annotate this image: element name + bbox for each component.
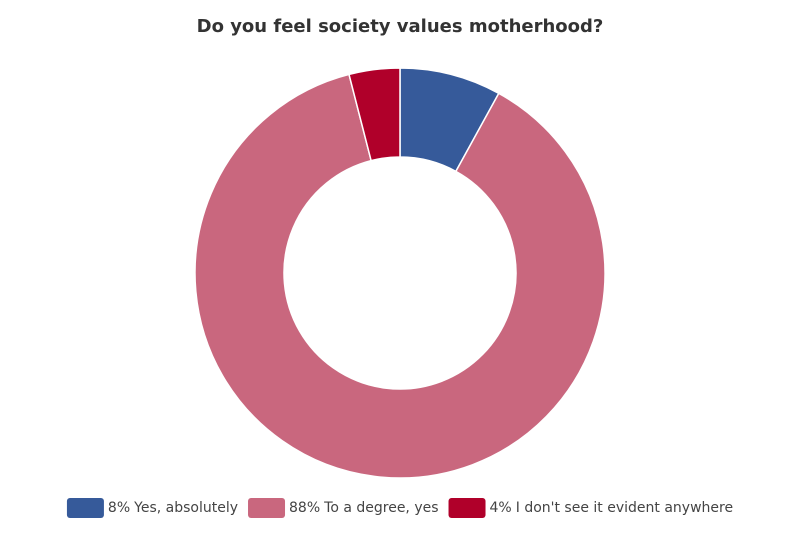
legend-value: 88%	[289, 500, 320, 516]
legend-label: 8% Yes, absolutely	[108, 500, 238, 516]
legend-label: 4% I don't see it evident anywhere	[490, 500, 734, 516]
legend-swatch	[248, 498, 286, 518]
legend-swatch	[448, 498, 486, 518]
legend-item: 88% To a degree, yes	[248, 498, 439, 518]
legend-value: 4%	[490, 500, 512, 516]
legend-item: 8% Yes, absolutely	[66, 498, 238, 518]
donut-slice	[348, 67, 401, 162]
legend-swatch	[66, 498, 104, 518]
legend-name: To a degree, yes	[323, 500, 438, 516]
legend-item: 4% I don't see it evident anywhere	[448, 498, 734, 518]
donut-slice	[194, 73, 606, 479]
legend-name: Yes, absolutely	[133, 500, 238, 516]
legend-label: 88% To a degree, yes	[289, 500, 439, 516]
legend-value: 8%	[108, 500, 130, 516]
legend-name: I don't see it evident anywhere	[516, 500, 733, 516]
chart-title: Do you feel society values motherhood?	[197, 16, 604, 37]
